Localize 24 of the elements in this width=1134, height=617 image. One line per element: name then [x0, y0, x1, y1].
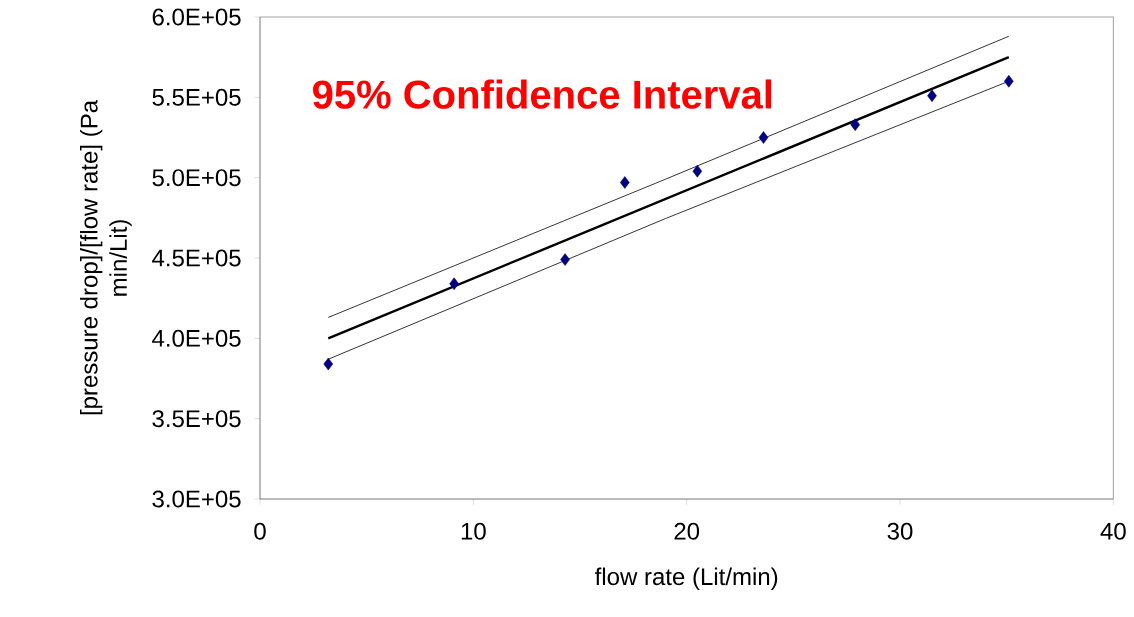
- point: [692, 164, 703, 178]
- y-tick-label: 5.5E+05: [152, 88, 241, 106]
- x-tick-label: 10: [461, 522, 486, 540]
- point: [850, 118, 860, 131]
- annotation: 95% Confidence Interval: [313, 79, 772, 109]
- y-tick-label: 5.0E+05: [152, 169, 241, 187]
- point: [927, 89, 937, 102]
- x-tick-label: 40: [1100, 522, 1126, 540]
- point: [758, 131, 769, 144]
- point: [1004, 75, 1014, 88]
- point: [560, 253, 570, 266]
- x-tick-label: 20: [674, 522, 700, 540]
- x-tick-label: 0: [254, 522, 266, 540]
- x-axis-title: flow rate (Lit/min): [594, 567, 778, 590]
- point: [449, 277, 459, 290]
- point: [323, 357, 334, 371]
- y-tick-label: 3.5E+05: [152, 410, 241, 428]
- point: [620, 176, 630, 189]
- y-tick-label: 4.0E+05: [152, 329, 241, 347]
- y-tick-label: 4.5E+05: [152, 249, 241, 267]
- x-tick-label: 30: [887, 522, 913, 540]
- y-tick-label: 6.0E+05: [152, 8, 241, 26]
- y-tick-label: 3.0E+05: [152, 490, 241, 508]
- y-axis-title: [pressure drop]/[flow rate] (Pa min/Lit): [79, 99, 132, 415]
